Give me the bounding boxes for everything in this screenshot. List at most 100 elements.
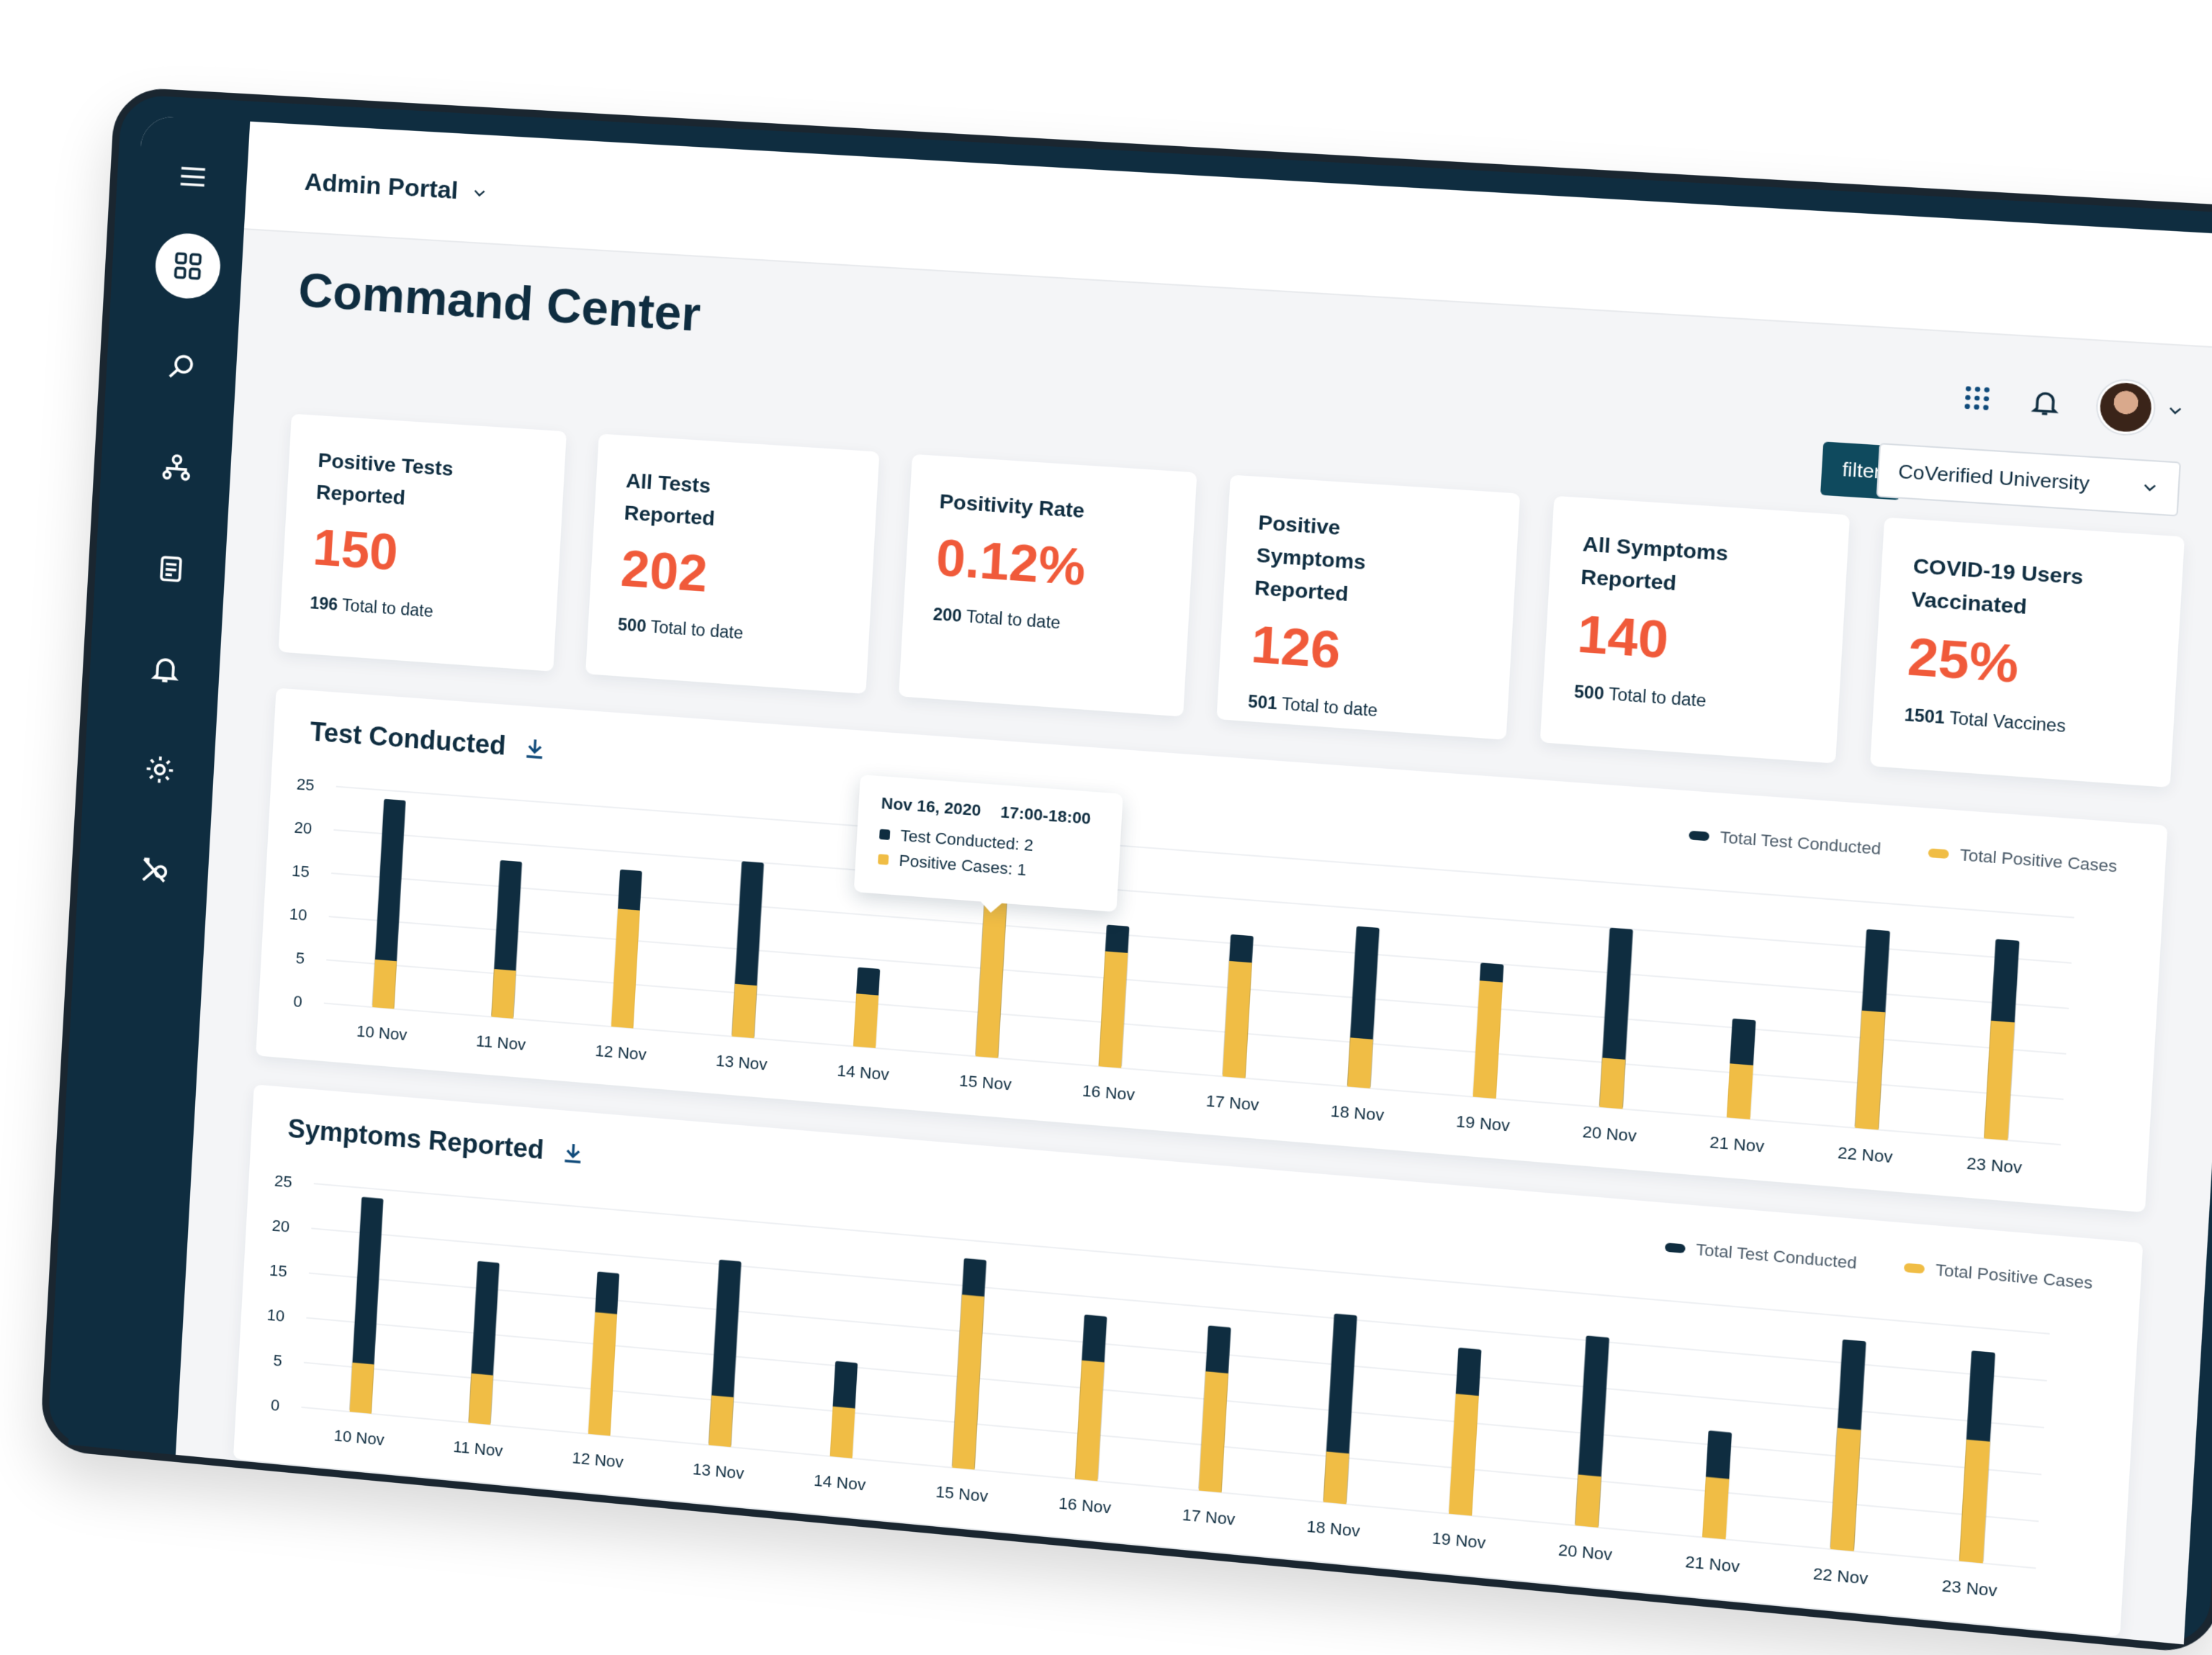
bar-total-positive-cases — [1099, 951, 1128, 1068]
symptoms-reported-chart: 0 5 10 15 20 25 10 Nov 11 Nov 12 Nov 13 Nov 14 Nov… — [248, 1165, 2082, 1616]
apps-grid-icon[interactable] — [1961, 382, 1994, 415]
x-tick-label: 18 Nov — [1306, 1517, 1361, 1541]
card-foot-number: 500 — [617, 615, 647, 636]
sidebar-item-search[interactable] — [148, 333, 217, 402]
university-select[interactable]: CoVerified University — [1876, 443, 2181, 516]
stat-card: Positivity Rate 0.12% 200 Total to date — [899, 454, 1197, 717]
tooltip-date: Nov 16, 2020 — [881, 794, 981, 821]
legend-swatch — [1689, 831, 1709, 842]
x-tick-label: 13 Nov — [692, 1460, 745, 1483]
x-tick-label: 22 Nov — [1812, 1564, 1869, 1588]
sidebar-item-documents[interactable] — [137, 533, 205, 603]
card-value: 25% — [1906, 626, 2146, 703]
gridline — [309, 1273, 2044, 1428]
x-tick-label: 23 Nov — [1966, 1154, 2023, 1178]
bar-total-positive-cases — [1727, 1063, 1753, 1119]
x-tick-label: 20 Nov — [1582, 1122, 1637, 1145]
x-tick-label: 21 Nov — [1685, 1552, 1740, 1576]
bar-total-positive-cases — [853, 993, 878, 1048]
card-foot-text: Total to date — [966, 607, 1061, 633]
chart-tooltip: Nov 16, 2020 17:00-18:00 Test Conducted:… — [854, 775, 1123, 912]
bar-total-positive-cases — [1855, 1011, 1885, 1130]
legend-swatch — [1928, 848, 1948, 859]
card-footnote: 196 Total to date — [310, 593, 528, 628]
x-tick-label: 16 Nov — [1082, 1081, 1136, 1104]
x-tick-label: 19 Nov — [1431, 1528, 1486, 1552]
x-tick-label: 17 Nov — [1182, 1505, 1236, 1529]
x-tick-label: 15 Nov — [935, 1482, 989, 1505]
card-footnote: 501 Total to date — [1247, 692, 1477, 728]
card-label: Positive Tests Reported — [315, 444, 486, 519]
bar-total-positive-cases — [1599, 1058, 1625, 1109]
chevron-down-icon — [2166, 402, 2185, 420]
bell-icon — [149, 652, 182, 686]
org-chart-icon — [160, 451, 193, 484]
gridline — [306, 1318, 2041, 1475]
portal-switcher[interactable]: Admin Portal — [304, 168, 488, 207]
y-tick-label: 20 — [294, 819, 313, 838]
notification-bell-icon[interactable] — [2028, 387, 2062, 419]
card-label: COVID-19 Users Vaccinated — [1910, 549, 2097, 628]
card-footnote: 1501 Total Vaccines — [1904, 705, 2141, 741]
x-tick-label: 13 Nov — [715, 1051, 768, 1073]
tooltip-line: Test Conducted: 2 — [900, 826, 1034, 856]
download-icon[interactable] — [523, 736, 547, 761]
menu-button[interactable] — [158, 143, 227, 211]
x-tick-label: 17 Nov — [1205, 1091, 1259, 1114]
bar-total-positive-cases — [350, 1363, 374, 1414]
gridline — [326, 960, 2063, 1099]
gridline — [301, 1407, 2036, 1569]
gridline — [304, 1363, 2038, 1522]
legend-label: Total Positive Cases — [1959, 845, 2118, 876]
x-tick-label: 18 Nov — [1330, 1101, 1385, 1124]
sidebar-item-organization[interactable] — [143, 433, 211, 502]
bar-total-positive-cases — [1984, 1021, 2015, 1140]
legend-label: Total Test Conducted — [1719, 828, 1881, 860]
stat-card: COVID-19 Users Vaccinated 25% 1501 Total… — [1870, 518, 2185, 788]
sidebar-item-notifications[interactable] — [131, 634, 199, 703]
stat-card: Positive Symptoms Reported 126 501 Total… — [1216, 474, 1520, 739]
x-tick-label: 15 Nov — [958, 1071, 1012, 1094]
bar-total-positive-cases — [1323, 1451, 1349, 1504]
card-label: All Symptoms Reported — [1580, 528, 1763, 605]
tooltip-swatch — [878, 854, 889, 865]
card-label: All Tests Reported — [624, 465, 797, 541]
user-menu[interactable] — [2096, 379, 2185, 438]
card-value: 0.12% — [935, 528, 1163, 602]
card-foot-text: Total to date — [341, 595, 433, 621]
panel-title-text: Test Conducted — [309, 716, 506, 761]
screen: Admin Portal Command Center filter CoVer… — [68, 115, 2212, 1644]
sidebar-item-settings[interactable] — [126, 735, 194, 805]
stat-card: Positive Tests Reported 150 196 Total to… — [278, 414, 567, 672]
legend-item: Total Test Conducted — [1689, 825, 1881, 859]
x-tick-label: 12 Nov — [572, 1448, 624, 1471]
download-icon[interactable] — [561, 1140, 585, 1165]
card-footnote: 200 Total to date — [932, 605, 1158, 640]
avatar — [2096, 379, 2155, 436]
card-footnote: 500 Total to date — [617, 615, 839, 650]
x-tick-label: 21 Nov — [1709, 1132, 1765, 1155]
card-foot-number: 196 — [310, 593, 338, 614]
tools-icon — [138, 853, 171, 887]
y-tick-label: 20 — [271, 1216, 290, 1235]
bar-total-positive-cases — [1830, 1428, 1861, 1551]
x-tick-label: 19 Nov — [1455, 1112, 1510, 1135]
select-value: CoVerified University — [1897, 459, 2090, 495]
x-tick-label: 22 Nov — [1838, 1143, 1894, 1166]
bar-total-positive-cases — [491, 969, 516, 1019]
x-tick-label: 11 Nov — [475, 1032, 526, 1054]
top-icons — [1960, 371, 2186, 438]
chart-legend: Total Test Conducted Total Positive Case… — [1689, 825, 2118, 876]
y-tick-label: 0 — [270, 1396, 280, 1415]
x-tick-label: 14 Nov — [813, 1471, 866, 1494]
legend-item: Total Test Conducted — [1664, 1237, 1857, 1273]
page-title: Command Center — [297, 262, 702, 342]
bar-total-positive-cases — [1702, 1477, 1729, 1540]
sidebar-item-dashboard[interactable] — [154, 232, 222, 301]
sidebar-item-tools[interactable] — [120, 836, 189, 906]
card-label: Positivity Rate — [938, 485, 1113, 529]
card-foot-number: 501 — [1247, 692, 1277, 713]
x-tick-label: 14 Nov — [837, 1061, 890, 1083]
card-foot-number: 200 — [932, 605, 962, 626]
bar-total-positive-cases — [976, 888, 1008, 1058]
